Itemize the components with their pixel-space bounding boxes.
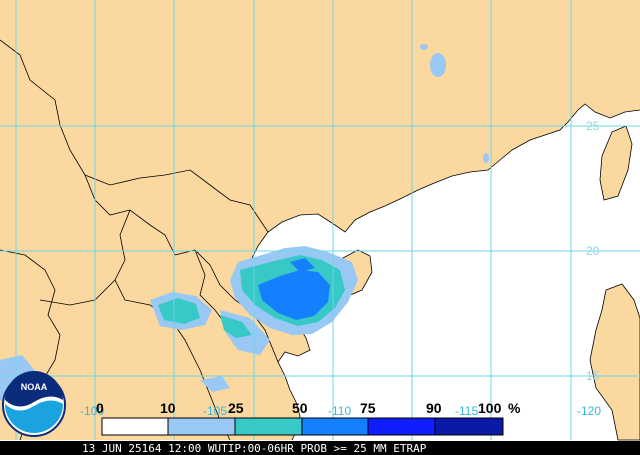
legend-tick-75: 75	[360, 400, 376, 416]
lon-label-105: -105	[203, 404, 227, 418]
legend-tick-25: 25	[228, 400, 244, 416]
legend-swatch-0-10	[101, 417, 169, 436]
lon-label-120: -120	[577, 404, 601, 418]
lat-lon-grid	[0, 0, 640, 440]
legend-tick-90: 90	[426, 400, 442, 416]
legend-swatch-25-50	[234, 417, 303, 436]
probability-shading	[150, 246, 358, 355]
legend-unit: %	[508, 400, 521, 416]
legend-swatch-50-75	[301, 417, 369, 436]
lat-label-25: 25	[586, 119, 600, 133]
legend-tick-10: 10	[160, 400, 176, 416]
lon-label-100: -100	[80, 404, 104, 418]
legend-swatch-90-100	[434, 417, 504, 436]
footer-bar	[0, 441, 640, 455]
legend-tick-0: 0	[96, 400, 104, 416]
noaa-logo-text: NOAA	[21, 382, 48, 392]
legend-colorbar	[101, 417, 504, 436]
lon-label-110: -110	[328, 404, 351, 418]
legend-swatch-75-90	[367, 417, 436, 436]
land-luzon	[589, 283, 640, 441]
lon-label-115: -115	[455, 404, 478, 418]
coastline	[249, 103, 640, 441]
legend-tick-50: 50	[292, 400, 308, 416]
lat-label-20: 20	[586, 244, 600, 258]
land-mainland	[0, 0, 640, 440]
lakes	[420, 44, 489, 163]
legend-swatch-10-25	[167, 417, 236, 436]
noaa-logo: NOAA	[2, 371, 66, 437]
lat-label-15: 15	[586, 369, 600, 383]
footer-caption: 13 JUN 25164 12:00 WUTIP:00-06HR PROB >=…	[82, 442, 427, 455]
land-taiwan	[599, 125, 633, 201]
legend-tick-100: 100	[478, 400, 502, 416]
